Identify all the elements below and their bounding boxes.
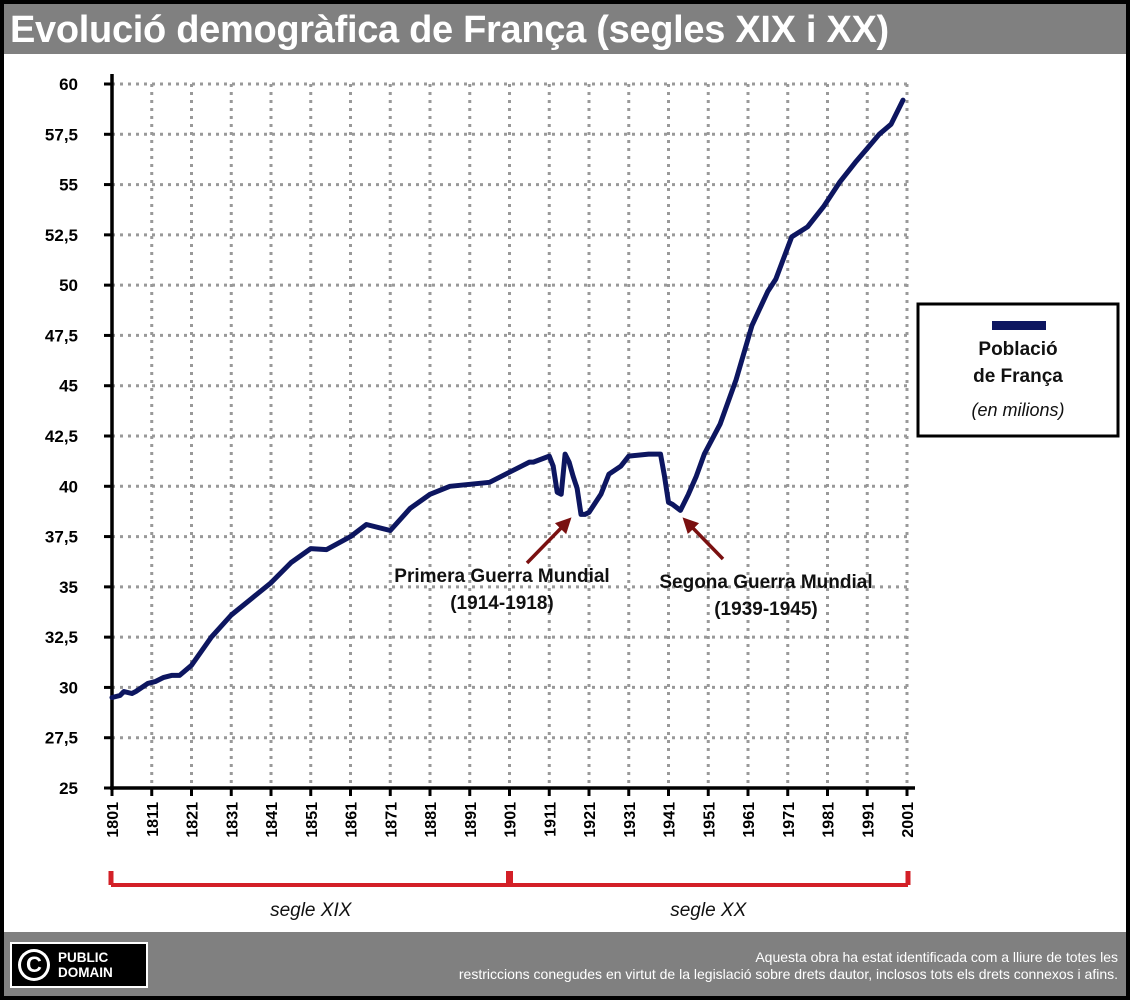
x-tick-label: 2001 (900, 802, 917, 838)
license-footer: C PUBLIC DOMAIN Aquesta obra ha estat id… (4, 932, 1126, 996)
x-tick-label: 1951 (701, 802, 718, 838)
license-line1: Aquesta obra ha estat identificada com a… (755, 949, 1118, 965)
century-label: segle XIX (270, 900, 353, 921)
y-tick-label: 32,5 (45, 628, 78, 647)
x-tick-label: 1981 (821, 802, 838, 838)
legend-unit: (en milions) (971, 400, 1064, 420)
legend-label-line2: de França (973, 366, 1063, 387)
annotation-years: (1914-1918) (450, 593, 554, 614)
line-chart: 1801 1811 1821 1831 1841 1851 1861 1871 1881 1891… (45, 74, 1120, 921)
x-tick-label: 1891 (463, 802, 480, 838)
legend-label-line1: Població (978, 339, 1057, 360)
population-series-line (109, 97, 906, 700)
annotation-arrow (682, 517, 725, 561)
series-layer (109, 97, 906, 700)
x-tick-label: 1811 (145, 802, 162, 837)
x-tick-label: 1931 (622, 802, 639, 838)
public-domain-badge[interactable]: C PUBLIC DOMAIN (10, 942, 148, 988)
x-tick-label: 1991 (860, 802, 877, 838)
y-tick-label: 25 (59, 779, 78, 798)
y-tick-label: 50 (59, 276, 78, 295)
y-tick-label: 45 (59, 377, 78, 396)
y-tick-label: 27,5 (45, 729, 78, 748)
x-tick-label: 1961 (741, 802, 758, 838)
x-tick-label: 1801 (105, 802, 122, 838)
y-tick-label: 57,5 (45, 125, 78, 144)
x-tick-label: 1881 (423, 802, 440, 838)
badge-line1: PUBLIC (58, 950, 109, 965)
chart-title: Evolució demogràfica de França (segles X… (10, 9, 889, 51)
y-tick-label: 60 (59, 75, 78, 94)
x-tick-label: 1871 (383, 802, 400, 838)
y-tick-label: 37,5 (45, 528, 78, 547)
x-tick-label: 1911 (542, 802, 559, 837)
annotations: Primera Guerra Mundial (1914-1918) Segona … (394, 517, 873, 620)
y-tick-label: 35 (59, 578, 78, 597)
grid (112, 82, 909, 788)
y-tick-label: 55 (59, 176, 78, 195)
annotation-label: Primera Guerra Mundial (394, 566, 609, 587)
title-bar: Evolució demogràfica de França (segles X… (4, 4, 1126, 54)
x-tick-label: 1921 (582, 802, 599, 838)
x-tick-label: 1901 (503, 802, 520, 838)
century-label: segle XX (670, 900, 747, 921)
axes: 1801 1811 1821 1831 1841 1851 1861 1871 1881 1891… (45, 74, 917, 838)
century-brackets: segle XIX segle XX (108, 871, 911, 921)
y-tick-label: 52,5 (45, 226, 78, 245)
annotation-label: Segona Guerra Mundial (659, 572, 872, 593)
legend-swatch (992, 321, 1046, 330)
legend: Població de França (en milions) (916, 302, 1120, 438)
x-tick-label: 1831 (224, 802, 241, 838)
public-domain-icon: C (18, 949, 50, 981)
x-tick-label: 1821 (185, 802, 202, 838)
x-tick-label: 1861 (344, 802, 361, 838)
x-tick-label: 1971 (781, 802, 798, 838)
y-tick-label: 30 (59, 678, 78, 697)
x-tick-label: 1941 (662, 802, 679, 838)
annotation-arrow (525, 517, 572, 565)
license-line2: restriccions conegudes en virtut de la l… (458, 966, 1118, 982)
y-tick-label: 40 (59, 477, 78, 496)
badge-line2: DOMAIN (58, 965, 113, 980)
chart-frame: Evolució demogràfica de França (segles X… (4, 4, 1126, 996)
x-tick-label: 1841 (264, 802, 281, 838)
annotation-years: (1939-1945) (714, 599, 818, 620)
y-tick-label: 47,5 (45, 326, 78, 345)
x-tick-label: 1851 (304, 802, 321, 838)
license-text: Aquesta obra ha estat identificada com a… (459, 949, 1118, 983)
y-tick-label: 42,5 (45, 427, 78, 446)
